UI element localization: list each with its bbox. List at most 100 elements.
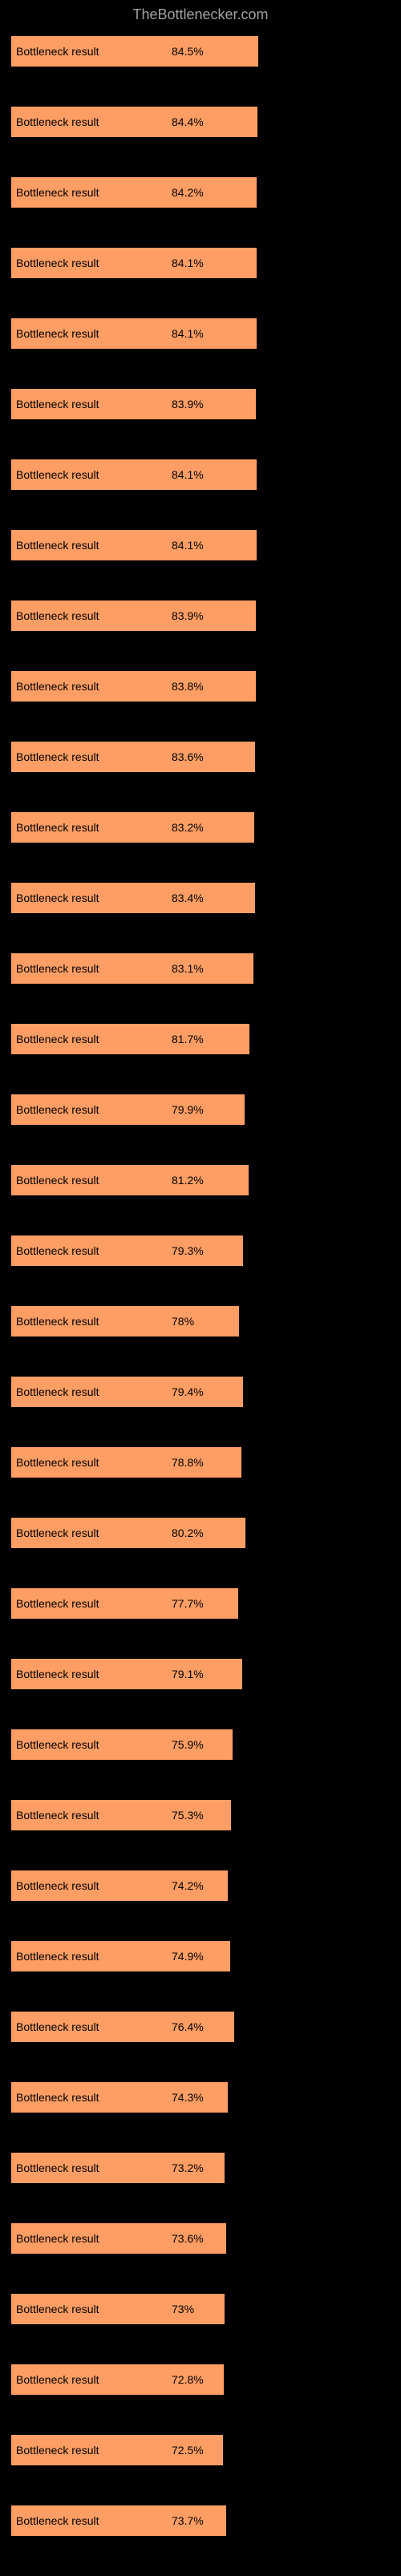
bar-value: 73.2% — [172, 2161, 204, 2174]
bar-value: 72.5% — [172, 2444, 204, 2457]
bar-track: Bottleneck result79.1% — [11, 1659, 303, 1689]
bar-label: Bottleneck result — [16, 750, 99, 763]
bar-label: Bottleneck result — [16, 1315, 99, 1328]
bar-fill: Bottleneck result 78% — [11, 1306, 239, 1337]
bar-value: 75.9% — [172, 1738, 204, 1751]
bar-label: Bottleneck result — [16, 1597, 99, 1610]
bar-row: Bottleneck result80.2% — [11, 1518, 390, 1548]
bar-fill: Bottleneck result73.2% — [11, 2153, 225, 2183]
bar-track: Bottleneck result 73.6% — [11, 2223, 303, 2254]
bar-label: Bottleneck result — [16, 1456, 99, 1469]
bar-row: Bottleneck result 79.3% — [11, 1235, 390, 1266]
bar-row: Bottleneck result 81.2% — [11, 1165, 390, 1195]
bar-track: Bottleneck result77.7% — [11, 1588, 303, 1619]
bar-row: Bottleneck result83.2% — [11, 812, 390, 843]
bar-track: Bottleneck result84.4% — [11, 107, 303, 137]
bar-track: Bottleneck result74.9% — [11, 1941, 303, 1971]
bar-value: 83.9% — [172, 609, 204, 622]
bar-track: Bottleneck result 83.9% — [11, 601, 303, 631]
bar-label: Bottleneck result — [16, 680, 99, 693]
bar-row: Bottleneck result78.8% — [11, 1447, 390, 1478]
bar-label: Bottleneck result — [16, 2373, 99, 2386]
bar-fill: Bottleneck result 79.9% — [11, 1094, 245, 1125]
bar-fill: Bottleneck result 74.2% — [11, 1870, 228, 1901]
bar-value: 79.3% — [172, 1244, 204, 1257]
bar-label: Bottleneck result — [16, 2303, 99, 2315]
bar-label: Bottleneck result — [16, 2232, 99, 2245]
bar-track: Bottleneck result80.2% — [11, 1518, 303, 1548]
bar-row: Bottleneck result73.7% — [11, 2505, 390, 2536]
bar-fill: Bottleneck result79.1% — [11, 1659, 242, 1689]
bar-row: Bottleneck result79.1% — [11, 1659, 390, 1689]
bar-value: 75.3% — [172, 1809, 204, 1822]
bar-fill: Bottleneck result84.4% — [11, 107, 257, 137]
bar-row: Bottleneck result84.1% — [11, 248, 390, 278]
bar-value: 73.6% — [172, 2232, 204, 2245]
bar-row: Bottleneck result77.7% — [11, 1588, 390, 1619]
bar-track: Bottleneck result83.2% — [11, 812, 303, 843]
bar-row: Bottleneck result 75.3% — [11, 1800, 390, 1830]
bar-value: 79.9% — [172, 1103, 204, 1116]
bar-label: Bottleneck result — [16, 892, 99, 904]
chart-container: TheBottlenecker.com Bottleneck result84.… — [0, 0, 401, 2536]
bar-label: Bottleneck result — [16, 539, 99, 552]
bar-value: 74.2% — [172, 1879, 204, 1892]
bar-value: 78% — [172, 1315, 194, 1328]
bar-track: Bottleneck result74.3% — [11, 2082, 303, 2113]
bar-row: Bottleneck result83.6% — [11, 742, 390, 772]
bar-label: Bottleneck result — [16, 2091, 99, 2104]
bar-row: Bottleneck result84.5% — [11, 36, 390, 67]
bar-fill: Bottleneck result84.1% — [11, 459, 257, 490]
bar-row: Bottleneck result 83.9% — [11, 601, 390, 631]
bar-fill: Bottleneck result83.2% — [11, 812, 254, 843]
bar-label: Bottleneck result — [16, 2444, 99, 2457]
bar-label: Bottleneck result — [16, 962, 99, 975]
bar-fill: Bottleneck result75.9% — [11, 1729, 233, 1760]
bar-label: Bottleneck result — [16, 186, 99, 199]
bar-fill: Bottleneck result73% — [11, 2294, 225, 2324]
bar-label: Bottleneck result — [16, 1809, 99, 1822]
bar-label: Bottleneck result — [16, 1879, 99, 1892]
bar-fill: Bottleneck result 83.9% — [11, 601, 256, 631]
bar-track: Bottleneck result 74.2% — [11, 1870, 303, 1901]
bar-track: Bottleneck result76.4% — [11, 2012, 303, 2042]
bar-label: Bottleneck result — [16, 1174, 99, 1187]
bar-label: Bottleneck result — [16, 398, 99, 410]
bar-fill: Bottleneck result72.8% — [11, 2364, 224, 2395]
bar-track: Bottleneck result84.1% — [11, 318, 303, 349]
bar-fill: Bottleneck result 84.1% — [11, 530, 257, 560]
bar-track: Bottleneck result73% — [11, 2294, 303, 2324]
bar-track: Bottleneck result83.9% — [11, 389, 303, 419]
bar-fill: Bottleneck result80.2% — [11, 1518, 245, 1548]
bar-value: 74.9% — [172, 1950, 204, 1963]
bar-fill: Bottleneck result74.3% — [11, 2082, 228, 2113]
bar-value: 83.4% — [172, 892, 204, 904]
bar-fill: Bottleneck result83.1% — [11, 953, 253, 984]
bar-row: Bottleneck result84.4% — [11, 107, 390, 137]
bar-track: Bottleneck result 79.9% — [11, 1094, 303, 1125]
bar-row: Bottleneck result73% — [11, 2294, 390, 2324]
bar-fill: Bottleneck result 75.3% — [11, 1800, 231, 1830]
chart-header: TheBottlenecker.com — [0, 0, 401, 36]
bar-value: 80.2% — [172, 1527, 204, 1539]
bar-track: Bottleneck result 75.3% — [11, 1800, 303, 1830]
bar-row: Bottleneck result74.9% — [11, 1941, 390, 1971]
bar-label: Bottleneck result — [16, 1668, 99, 1680]
bar-fill: Bottleneck result76.4% — [11, 2012, 234, 2042]
bar-value: 84.1% — [172, 539, 204, 552]
bar-fill: Bottleneck result83.6% — [11, 742, 255, 772]
bar-row: Bottleneck result 72.5% — [11, 2435, 390, 2465]
bar-label: Bottleneck result — [16, 1103, 99, 1116]
bar-label: Bottleneck result — [16, 1244, 99, 1257]
bar-label: Bottleneck result — [16, 257, 99, 269]
bar-value: 84.2% — [172, 186, 204, 199]
bar-row: Bottleneck result79.4% — [11, 1377, 390, 1407]
bar-fill: Bottleneck result84.1% — [11, 318, 257, 349]
bar-label: Bottleneck result — [16, 609, 99, 622]
bar-row: Bottleneck result 74.2% — [11, 1870, 390, 1901]
bar-value: 84.5% — [172, 45, 204, 58]
bar-value: 81.2% — [172, 1174, 204, 1187]
bar-value: 83.2% — [172, 821, 204, 834]
bar-row: Bottleneck result 73.6% — [11, 2223, 390, 2254]
bar-row: Bottleneck result 78% — [11, 1306, 390, 1337]
